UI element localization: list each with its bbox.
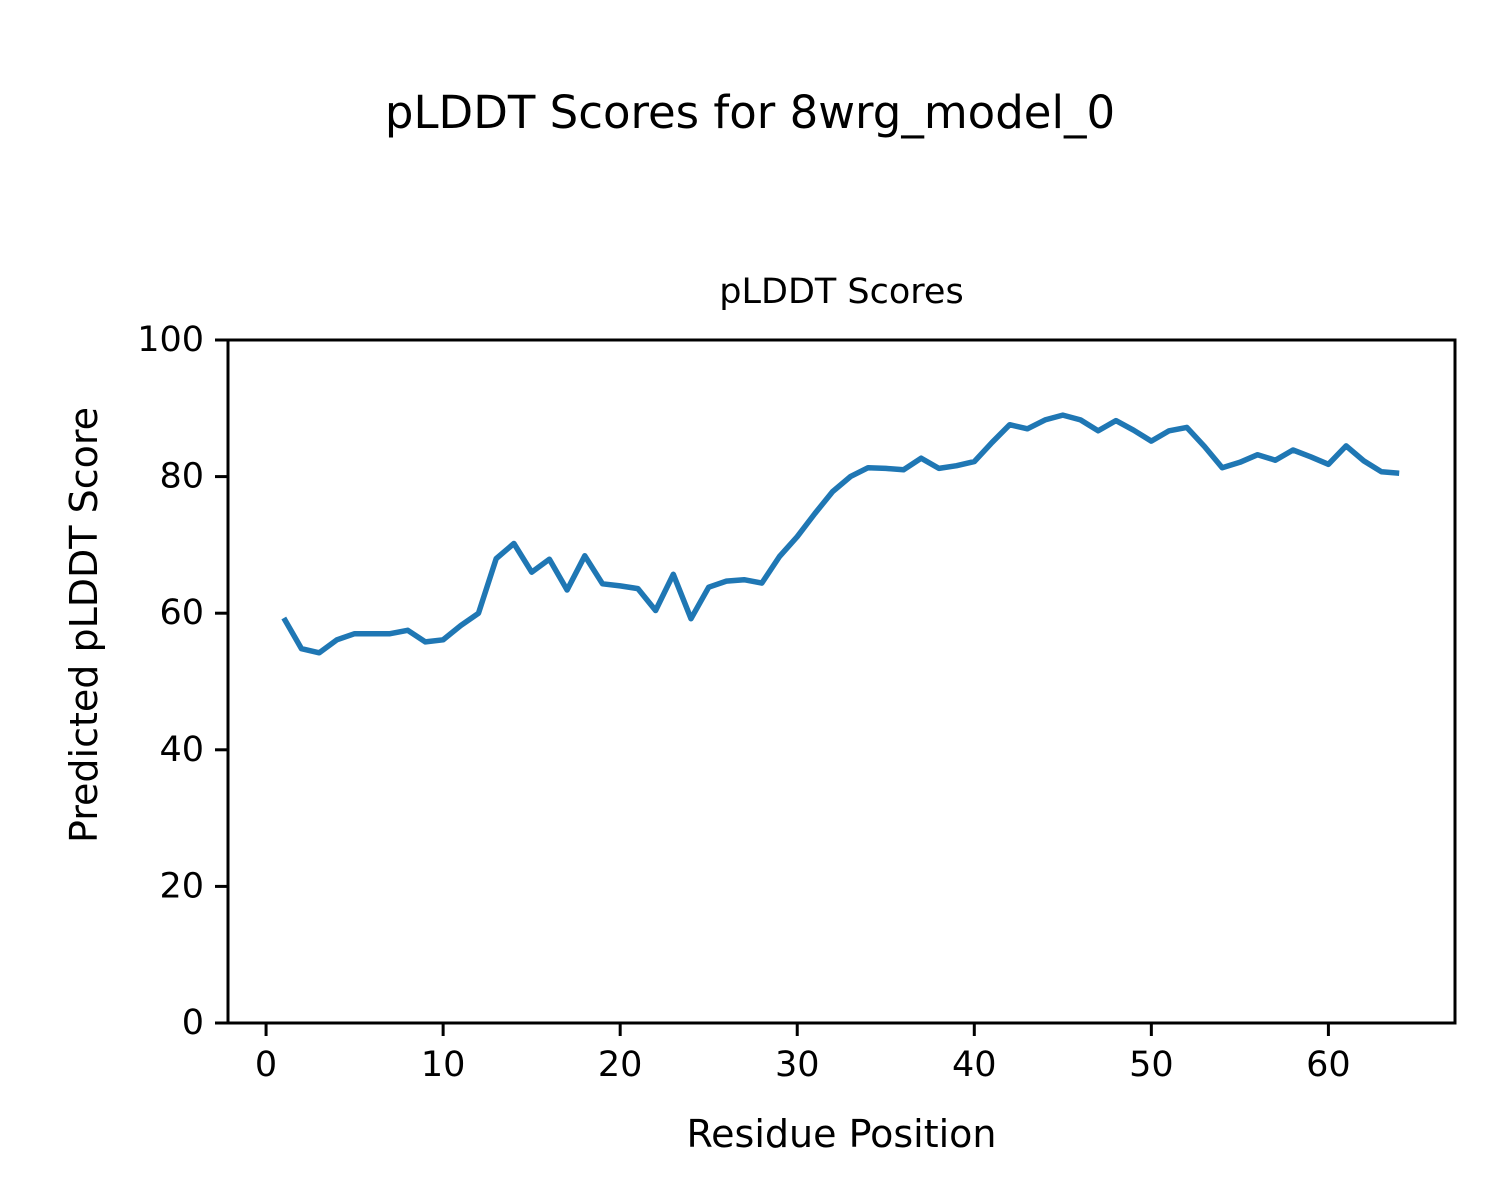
figure-title: pLDDT Scores for 8wrg_model_0 bbox=[384, 86, 1116, 139]
x-tick-label: 30 bbox=[775, 1045, 820, 1085]
y-tick-label: 60 bbox=[159, 593, 204, 633]
y-tick-label: 0 bbox=[182, 1003, 204, 1043]
y-tick-label: 40 bbox=[159, 730, 204, 770]
y-tick-label: 20 bbox=[159, 866, 204, 906]
x-tick-label: 60 bbox=[1306, 1045, 1351, 1085]
y-tick-label: 100 bbox=[137, 320, 204, 360]
axes-title: pLDDT Scores bbox=[719, 272, 964, 312]
x-tick-label: 20 bbox=[598, 1045, 643, 1085]
x-tick-label: 10 bbox=[421, 1045, 466, 1085]
x-tick-label: 0 bbox=[255, 1045, 277, 1085]
plddt-line bbox=[281, 412, 1400, 656]
x-tick-label: 40 bbox=[952, 1045, 997, 1085]
y-tick-label: 80 bbox=[159, 457, 204, 497]
x-tick-label: 50 bbox=[1129, 1045, 1174, 1085]
x-axis-label: Residue Position bbox=[686, 1112, 997, 1156]
axes-spines bbox=[226, 338, 1457, 1025]
